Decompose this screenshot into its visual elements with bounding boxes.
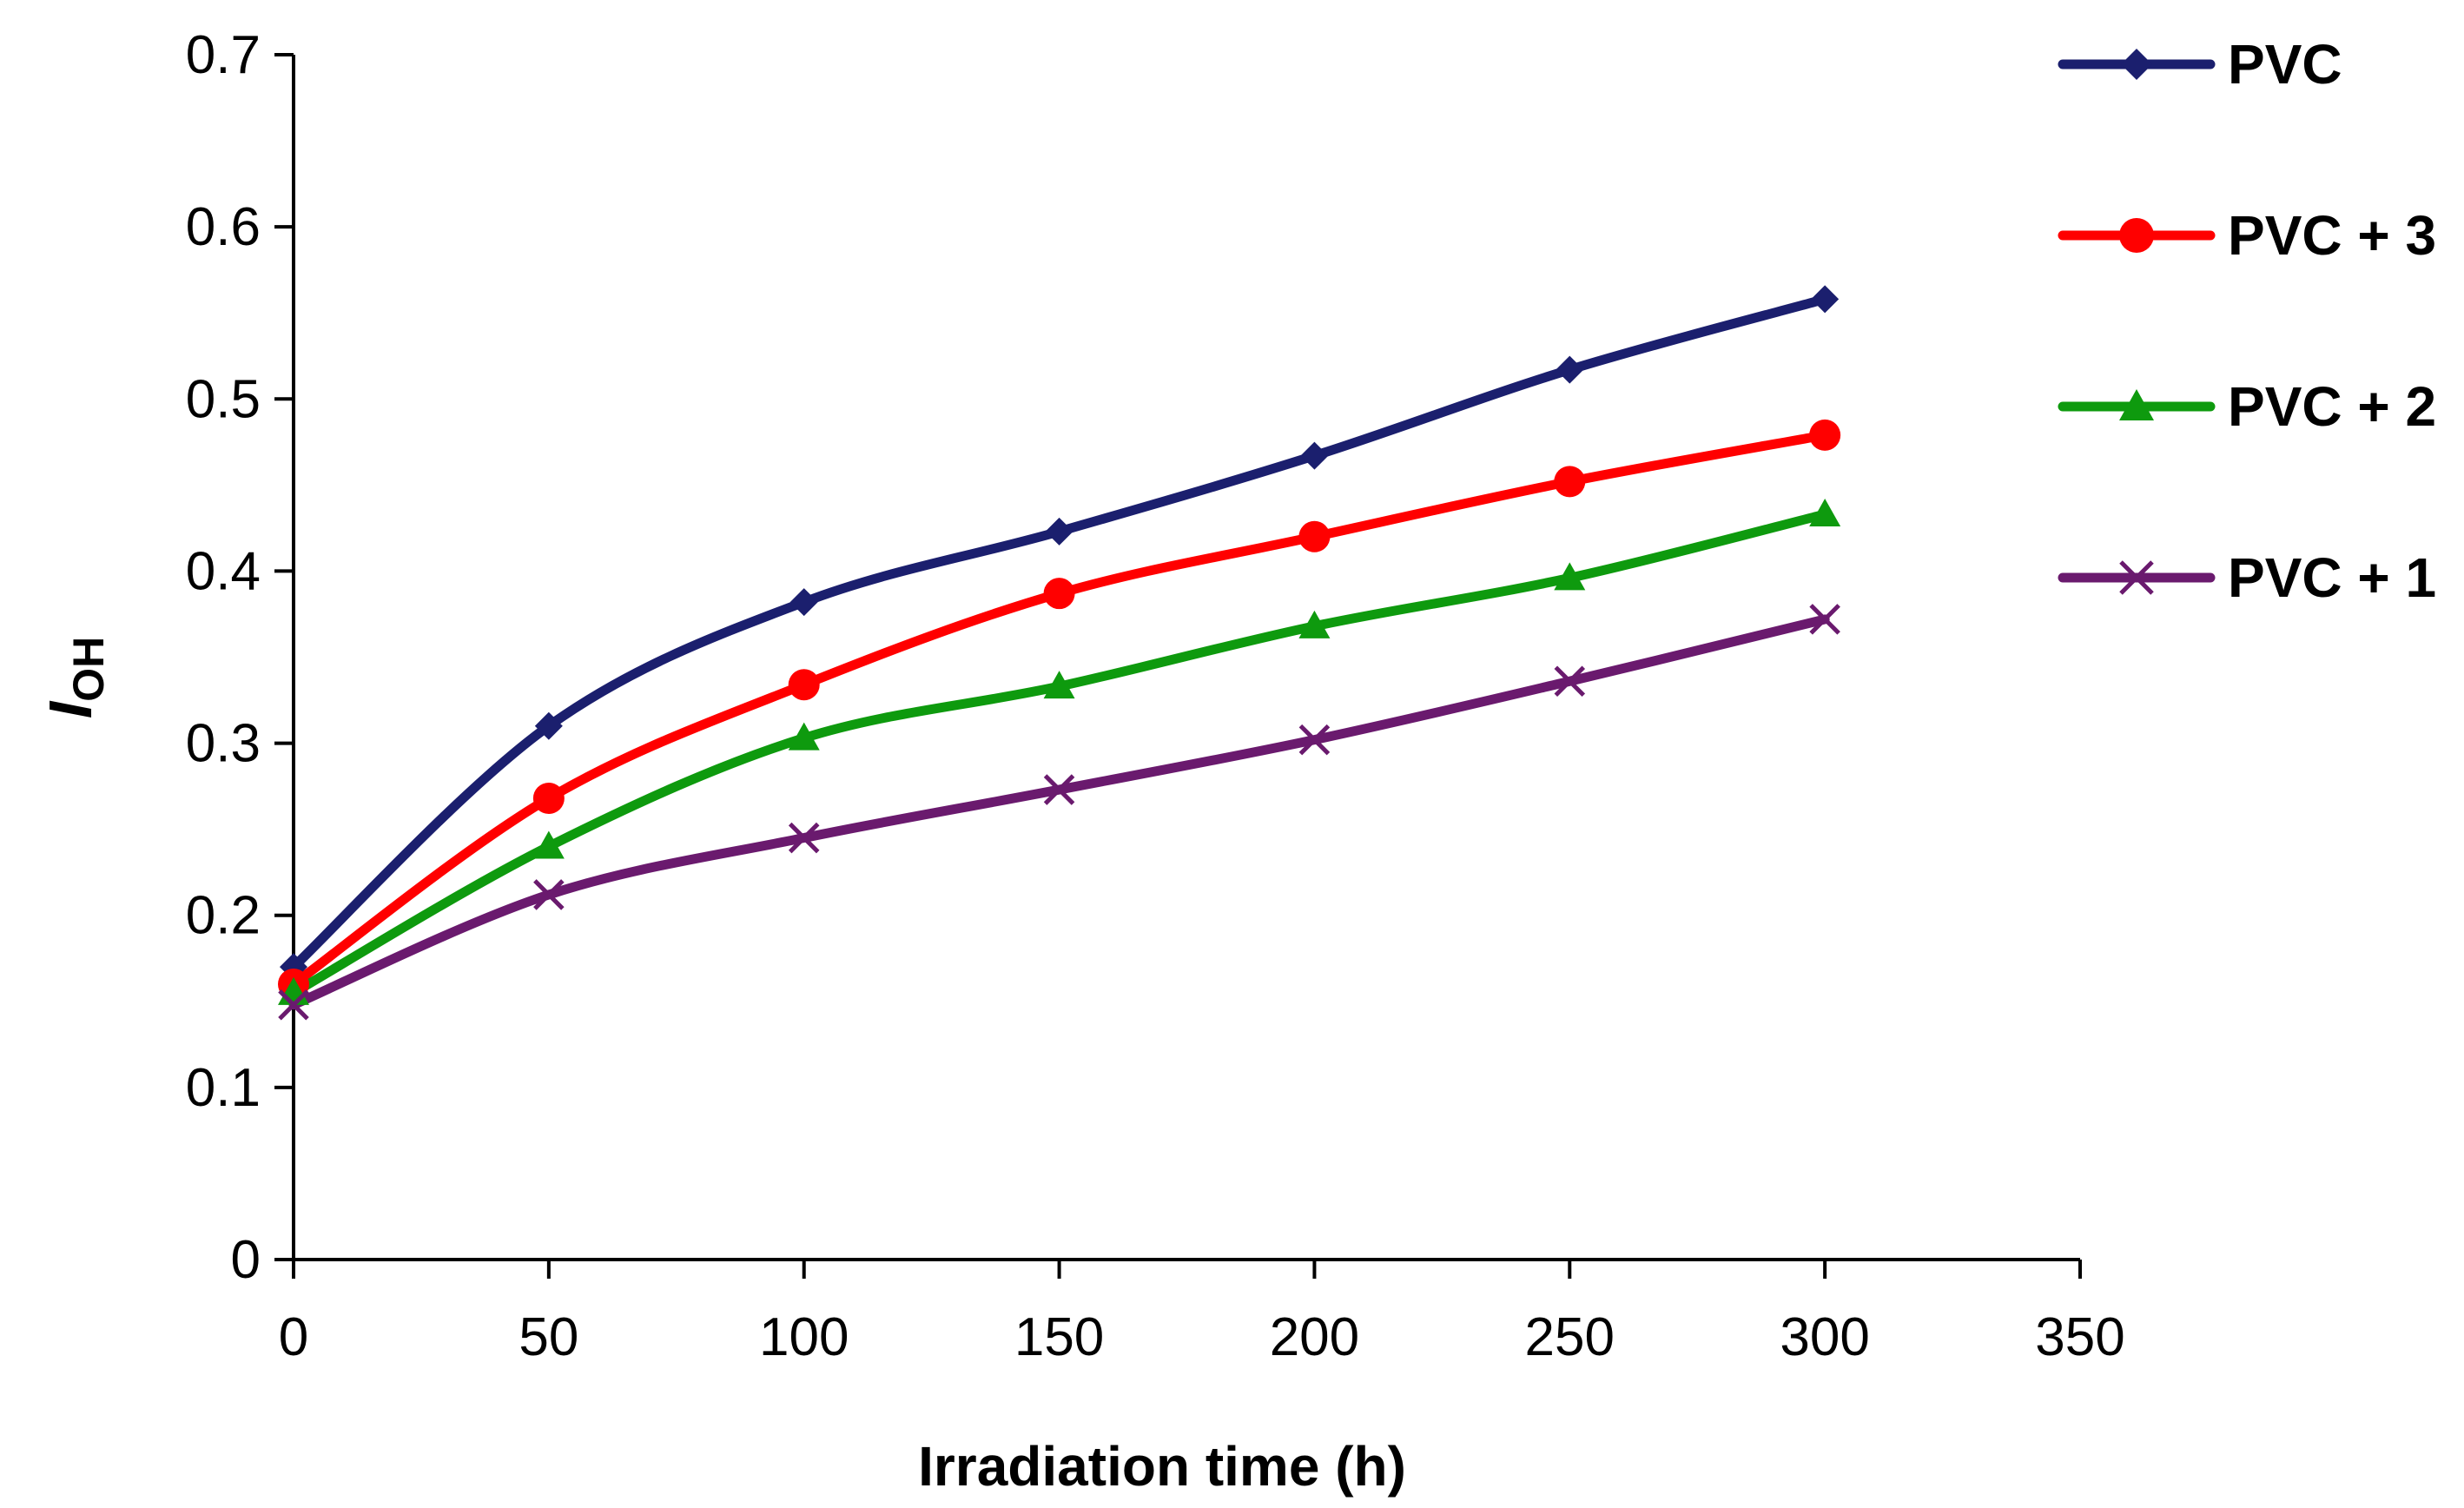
data-point-pvc <box>1045 517 1073 546</box>
legend-entry-pvc-1: PVC + 1 <box>2058 546 2436 609</box>
x-tick-label: 50 <box>519 1307 578 1367</box>
data-point-pvc-1 <box>788 822 820 854</box>
data-point-pvc-3 <box>1298 520 1331 552</box>
data-point-pvc-1-stroke <box>1809 604 1840 635</box>
data-point-pvc-3 <box>1043 578 1075 610</box>
legend-entry-pvc: PVC <box>2058 33 2342 96</box>
data-point-pvc-2 <box>1809 499 1841 527</box>
data-point-pvc-2 <box>1298 610 1331 638</box>
x-tick-label: 200 <box>1270 1307 1359 1367</box>
y-tick-label: 0.5 <box>186 369 261 429</box>
data-point-pvc-1-stroke <box>788 822 820 854</box>
y-axis-title-main: I <box>36 700 104 718</box>
legend-entry-pvc-2: PVC + 2 <box>2058 375 2436 438</box>
legend-marker <box>2121 49 2152 80</box>
data-point-pvc-3 <box>1554 466 1586 498</box>
legend-entry-pvc-3: PVC + 3 <box>2058 204 2436 267</box>
data-point-pvc <box>789 588 818 617</box>
y-tick-label: 0.1 <box>186 1058 261 1118</box>
x-tick-label: 100 <box>759 1307 849 1367</box>
y-tick-label: 0.4 <box>186 541 261 601</box>
legend-label: PVC + 2 <box>2228 375 2436 438</box>
x-tick-label: 0 <box>279 1307 308 1367</box>
data-point-pvc-3 <box>532 782 565 814</box>
y-tick-label: 0.3 <box>186 714 261 774</box>
data-point-pvc-3 <box>788 669 820 701</box>
data-point-pvc-1-stroke <box>1043 774 1075 805</box>
data-point-pvc-1 <box>1298 724 1331 756</box>
data-point-pvc-2 <box>1554 562 1586 591</box>
data-point-pvc-1-stroke <box>278 989 309 1021</box>
data-point-pvc-2 <box>532 830 565 859</box>
data-point-pvc-1-stroke <box>1554 665 1586 698</box>
legend-marker-stroke <box>2119 560 2154 595</box>
x-ticks: 0 50 100 150 200 250 300 350 <box>279 1260 2125 1367</box>
legend: PVC PVC + 3 PVC + 2 PVC + 1 <box>2058 33 2436 609</box>
data-point-pvc <box>534 711 563 740</box>
data-point-pvc <box>1811 285 1840 314</box>
legend-marker <box>2119 560 2154 595</box>
legend-label: PVC + 3 <box>2228 204 2436 267</box>
y-axis-title-sub: OH <box>64 637 113 702</box>
y-ticks: 0 0.1 0.2 0.3 0.4 0.5 0.6 0.7 <box>186 25 294 1290</box>
x-tick-label: 300 <box>1780 1307 1869 1367</box>
legend-label: PVC <box>2228 33 2342 96</box>
legend-marker <box>2119 389 2154 420</box>
data-point-pvc-1 <box>1809 604 1840 635</box>
svg-text:IOH: IOH <box>36 637 113 718</box>
data-point-pvc-2 <box>788 722 820 751</box>
data-point-pvc <box>1300 441 1329 470</box>
series-markers <box>278 285 1841 1021</box>
data-point-pvc-1-stroke <box>533 879 565 910</box>
data-point-pvc-3 <box>1809 419 1841 451</box>
data-point-pvc-1 <box>278 989 309 1021</box>
data-point-pvc-1 <box>533 879 565 910</box>
x-axis-title: Irradiation time (h) <box>918 1435 1406 1498</box>
data-point-pvc-2 <box>1043 671 1075 699</box>
legend-label: PVC + 1 <box>2228 546 2436 609</box>
y-tick-label: 0.6 <box>186 197 261 257</box>
data-point-pvc-1 <box>1554 665 1586 698</box>
series-lines <box>288 294 1830 1010</box>
legend-marker <box>2119 218 2154 253</box>
series-line-pvc <box>288 294 1830 972</box>
x-tick-label: 350 <box>2035 1307 2124 1367</box>
y-tick-label: 0.2 <box>186 886 261 946</box>
y-tick-label: 0.7 <box>186 25 261 85</box>
y-axis-title: IOH <box>36 637 113 718</box>
axes <box>292 55 2080 1261</box>
y-tick-label: 0 <box>231 1230 261 1290</box>
data-point-pvc-1-stroke <box>1298 724 1331 756</box>
x-tick-label: 150 <box>1014 1307 1104 1367</box>
x-tick-label: 250 <box>1525 1307 1615 1367</box>
data-point-pvc <box>1556 355 1584 384</box>
data-point-pvc-1 <box>1043 774 1075 805</box>
